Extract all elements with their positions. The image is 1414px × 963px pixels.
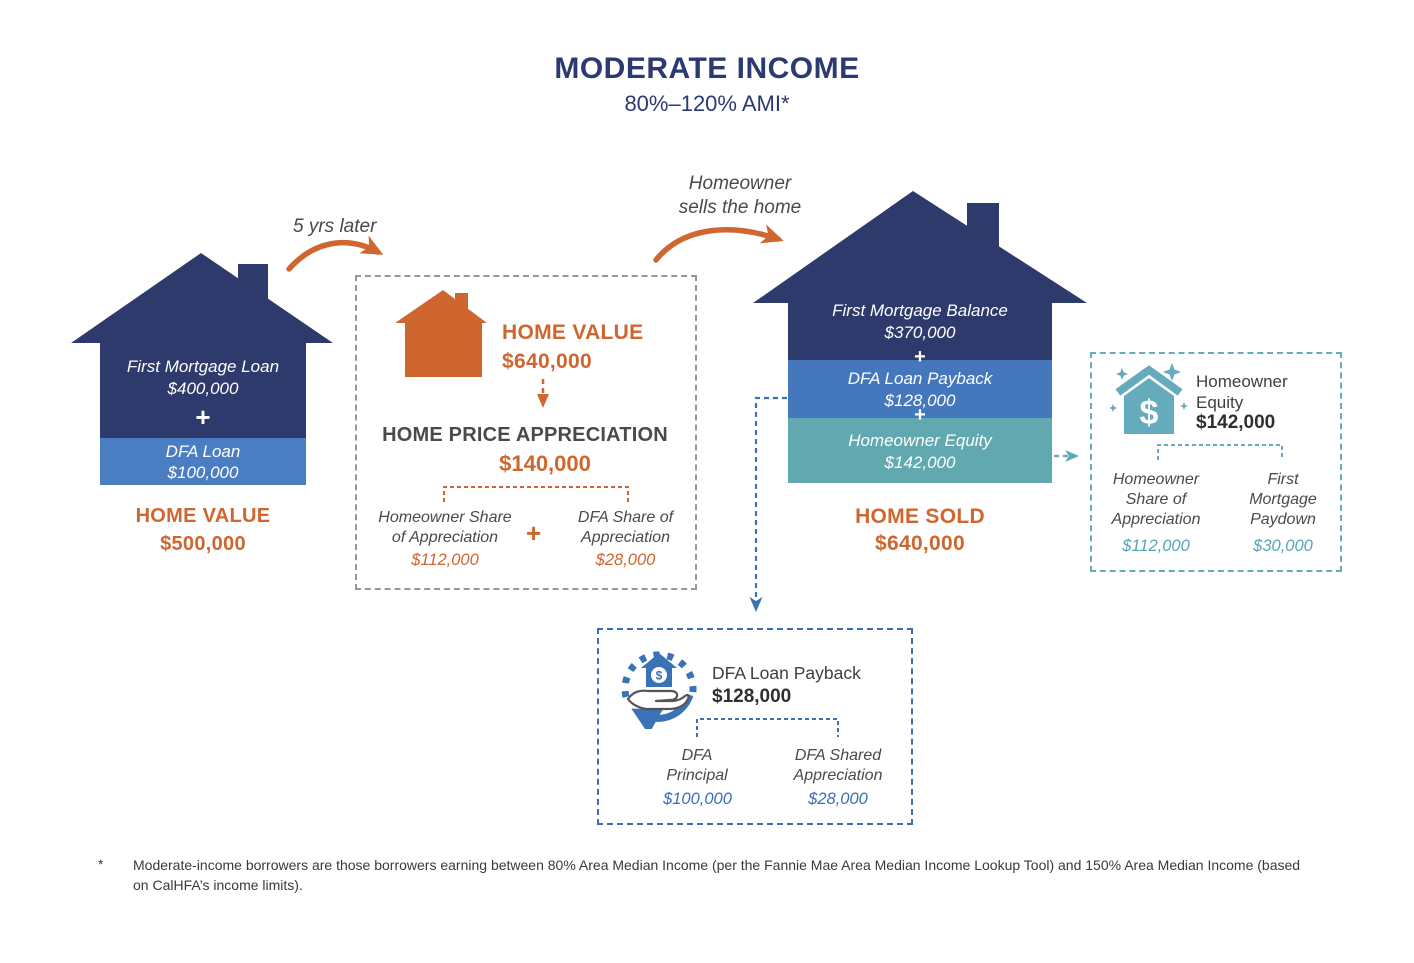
page-title: MODERATE INCOME — [554, 52, 860, 85]
plus-sign: + — [195, 402, 211, 432]
footnote-marker: * — [98, 856, 104, 872]
equity-paydown-line3: Paydown — [1250, 511, 1316, 528]
equity-box-title-line2: Equity — [1196, 393, 1244, 412]
mid-home-value-amount: $640,000 — [502, 350, 592, 373]
five-years-later-label: 5 yrs later — [293, 216, 377, 237]
home-price-appreciation-label: HOME PRICE APPRECIATION — [382, 424, 668, 446]
equity-paydown-value: $30,000 — [1253, 537, 1313, 555]
left-house-caption-label: HOME VALUE — [135, 505, 271, 527]
equity-homeowner-share-line2: Share of — [1125, 491, 1187, 508]
equity-paydown-label: First Mortgage Paydown — [1233, 470, 1333, 530]
dfa-principal-line1: DFA — [681, 747, 713, 764]
footnote-text: Moderate-income borrowers are those borr… — [133, 857, 1301, 894]
plus-sign: + — [914, 346, 926, 368]
homeowner-share-value: $112,000 — [411, 551, 479, 569]
dfa-shared-label: DFA Shared Appreciation — [780, 746, 896, 786]
right-house-caption-value: $640,000 — [875, 532, 965, 555]
dfa-share-line1: DFA Share of — [577, 509, 674, 526]
dfa-share-line2: Appreciation — [581, 529, 670, 546]
mid-home-value-label: HOME VALUE — [502, 321, 644, 344]
svg-text:$: $ — [656, 669, 663, 683]
payback-box-title: DFA Loan Payback — [712, 663, 861, 683]
right-house-payback-value: $128,000 — [884, 391, 956, 410]
right-house-equity-label: Homeowner Equity — [848, 431, 992, 450]
left-house-caption-value: $500,000 — [160, 533, 246, 555]
equity-box — [1090, 352, 1342, 572]
left-house-first-mortgage-label: First Mortgage Loan — [126, 357, 280, 376]
left-house-icon — [66, 248, 338, 488]
right-house-payback-label: DFA Loan Payback — [847, 369, 993, 388]
equity-paydown-line1: First — [1267, 471, 1299, 488]
svg-text:$: $ — [1140, 394, 1159, 432]
equity-box-title-value: $142,000 — [1196, 412, 1276, 433]
homeowner-share-label: Homeowner Share of Appreciation — [370, 508, 520, 548]
homeowner-sells-label: Homeowner sells the home — [640, 172, 840, 220]
plus-sign: + — [914, 404, 926, 426]
page-subtitle: 80%–120% AMI* — [624, 91, 790, 116]
dfa-shared-line2: Appreciation — [793, 767, 883, 784]
dfa-shared-line1: DFA Shared — [794, 747, 882, 764]
right-house-equity-value: $142,000 — [884, 453, 956, 472]
payback-box-value: $128,000 — [712, 686, 792, 707]
right-house-first-mortgage-value: $370,000 — [884, 323, 956, 342]
equity-box-title: Homeowner Equity — [1196, 371, 1288, 413]
dfa-principal-label: DFA Principal — [652, 746, 742, 786]
equity-paydown-line2: Mortgage — [1249, 491, 1317, 508]
homeowner-sells-line2: sells the home — [678, 197, 802, 218]
dfa-shared-value: $28,000 — [808, 790, 868, 808]
home-price-appreciation-amount: $140,000 — [499, 451, 591, 476]
dfa-principal-line2: Principal — [666, 767, 728, 784]
right-house-first-mortgage-label: First Mortgage Balance — [832, 301, 1008, 320]
right-house-icon — [745, 185, 1095, 485]
left-house-first-mortgage-value: $400,000 — [167, 379, 239, 398]
dfa-share-value: $28,000 — [595, 551, 656, 569]
equity-homeowner-share-line3: Appreciation — [1111, 511, 1201, 528]
equity-homeowner-share-label: Homeowner Share of Appreciation — [1104, 470, 1208, 530]
plus-sign: + — [526, 518, 542, 548]
equity-homeowner-share-value: $112,000 — [1122, 537, 1190, 555]
dfa-share-label: DFA Share of Appreciation — [568, 508, 683, 548]
left-house-dfa-loan-value: $100,000 — [167, 463, 239, 482]
homeowner-sells-line1: Homeowner — [688, 173, 792, 194]
homeowner-share-line1: Homeowner Share — [378, 509, 512, 526]
equity-box-title-line1: Homeowner — [1196, 372, 1288, 391]
right-house-caption-label: HOME SOLD — [855, 505, 985, 528]
equity-homeowner-share-line1: Homeowner — [1112, 471, 1200, 488]
orange-house-icon — [392, 288, 488, 380]
left-house-dfa-loan-label: DFA Loan — [165, 442, 241, 461]
dfa-principal-value: $100,000 — [663, 790, 732, 808]
hand-house-cycle-icon: $ — [615, 641, 703, 729]
homeowner-share-line2: of Appreciation — [391, 529, 499, 546]
sparkle-dollar-house-icon: $ — [1110, 362, 1188, 436]
